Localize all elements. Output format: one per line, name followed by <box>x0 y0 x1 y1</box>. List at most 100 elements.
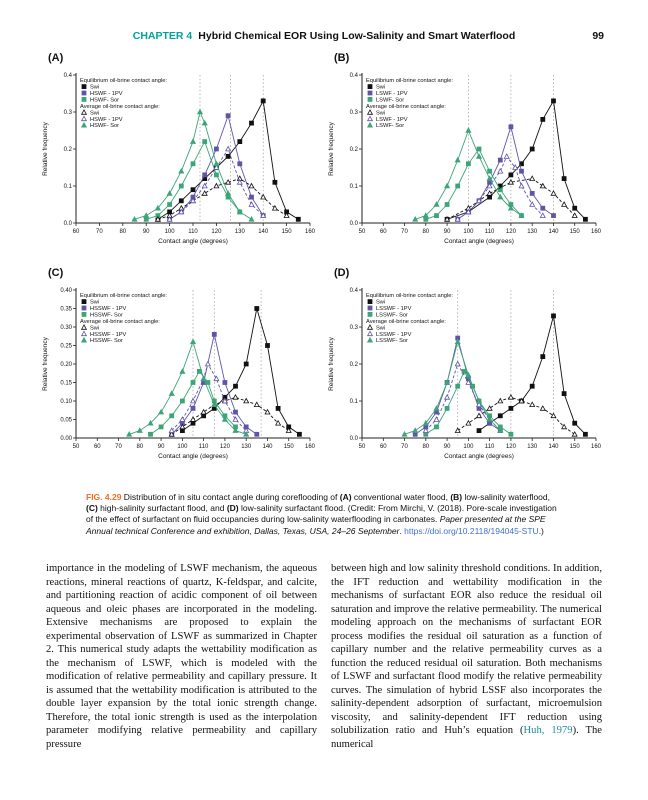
svg-text:Relative frequency: Relative frequency <box>42 336 49 391</box>
text-segment: (C) <box>86 503 98 514</box>
svg-text:Swi: Swi <box>376 85 385 91</box>
svg-text:90: 90 <box>444 444 451 450</box>
reference-lines <box>192 290 262 438</box>
axes: 50 60 70 80 90 100 110 120 130 140 150 160 0.00 0.05 0… <box>42 288 316 460</box>
svg-text:LSSWF- Sor: LSSWF- Sor <box>376 338 408 344</box>
svg-text:80: 80 <box>422 229 429 235</box>
axes: 50 60 70 80 90 100 110 120 130 140 150 160 0.0 0.1 0.2… <box>328 73 602 245</box>
page-number: 99 <box>592 30 604 42</box>
svg-text:Contact angle (degrees): Contact angle (degrees) <box>444 238 514 245</box>
panel-label-b: (B) <box>334 52 350 64</box>
svg-text:0.20: 0.20 <box>60 362 72 368</box>
svg-text:Equilibrium oil-brine contact: Equilibrium oil-brine contact angle: <box>366 293 453 299</box>
chapter-title: Hybrid Chemical EOR Using Low-Salinity a… <box>198 30 516 42</box>
svg-text:150: 150 <box>570 444 581 450</box>
text-segment: conventional water flood, <box>351 492 451 502</box>
svg-text:120: 120 <box>211 229 222 235</box>
svg-text:80: 80 <box>136 444 143 450</box>
svg-text:0.0: 0.0 <box>350 436 359 442</box>
legend: Equilibrium oil-brine contact angle:SwiH… <box>80 293 167 344</box>
svg-text:0.25: 0.25 <box>60 344 72 350</box>
svg-text:140: 140 <box>548 444 559 450</box>
text-segment: FIG. 4.29 <box>86 492 122 502</box>
svg-text:0.2: 0.2 <box>350 362 359 368</box>
svg-text:160: 160 <box>591 229 602 235</box>
page-header: CHAPTER 4 Hybrid Chemical EOR Using Low-S… <box>44 30 604 42</box>
chart-b: 50 60 70 80 90 100 110 120 130 140 150 160 0.0 0.1 0.2… <box>324 65 606 265</box>
text-segment: (D) <box>226 503 239 514</box>
svg-text:120: 120 <box>506 229 517 235</box>
chart-panel-a: (A) 60 70 80 90 100 110 120 130 140 150 160 0.0 0.1 0… <box>38 52 324 265</box>
svg-text:100: 100 <box>463 444 474 450</box>
svg-text:50: 50 <box>73 444 80 450</box>
svg-text:110: 110 <box>188 229 198 235</box>
svg-text:Swi: Swi <box>376 300 385 306</box>
text-column-left: importance in the modeling of LSWF mecha… <box>46 562 317 751</box>
svg-text:Average oil-brine contact angl: Average oil-brine contact angle: <box>80 104 160 110</box>
svg-text:HSSWF- Sor: HSSWF- Sor <box>90 338 123 344</box>
chart-svg-A: 60 70 80 90 100 110 120 130 140 150 160 0.0 0.1 0.2 0.… <box>42 73 316 245</box>
svg-text:150: 150 <box>282 229 293 235</box>
text-segment: (A) <box>339 492 352 502</box>
svg-text:60: 60 <box>73 229 80 235</box>
svg-text:0.15: 0.15 <box>60 381 72 387</box>
svg-text:50: 50 <box>359 229 366 235</box>
svg-text:0.0: 0.0 <box>350 221 359 227</box>
svg-text:140: 140 <box>258 229 269 235</box>
svg-text:90: 90 <box>444 229 451 235</box>
svg-text:HSSWF - 1PV: HSSWF - 1PV <box>90 332 127 338</box>
svg-text:120: 120 <box>506 444 517 450</box>
svg-text:0.4: 0.4 <box>350 288 359 294</box>
text-segment: Distribution of in situ contact angle du… <box>121 492 340 502</box>
svg-text:0.40: 0.40 <box>60 288 72 294</box>
svg-text:60: 60 <box>380 229 387 235</box>
svg-text:120: 120 <box>220 444 231 450</box>
svg-text:Equilibrium oil-brine contact: Equilibrium oil-brine contact angle: <box>80 78 167 84</box>
chart-d: 50 60 70 80 90 100 110 120 130 140 150 160 0.0 0.1 0.2… <box>324 280 606 480</box>
svg-text:Contact angle (degrees): Contact angle (degrees) <box>158 238 228 245</box>
caption-doi-link[interactable]: https://doi.org/10.2118/194045-STU <box>404 525 539 536</box>
text-segment: . <box>399 525 405 536</box>
svg-text:LSWF- Sor: LSWF- Sor <box>376 97 404 103</box>
chart-panel-c: (C) 50 60 70 80 90 100 110 120 130 140 150 160 0.00 0… <box>38 267 324 480</box>
svg-text:LSSWF - 1PV: LSSWF - 1PV <box>376 306 412 312</box>
svg-text:160: 160 <box>591 444 602 450</box>
text-segment: low-salinity waterflood, <box>462 492 550 502</box>
svg-text:Swi: Swi <box>376 325 385 331</box>
svg-text:0.2: 0.2 <box>350 147 359 153</box>
reference-lines <box>468 75 554 223</box>
text-segment: ). The numerical <box>331 725 602 750</box>
text-segment: (B) <box>450 492 463 502</box>
svg-text:Swi: Swi <box>90 325 99 331</box>
citation-link[interactable]: Huh, 1979 <box>523 725 573 736</box>
svg-text:0.0: 0.0 <box>64 221 73 227</box>
chart-a: 60 70 80 90 100 110 120 130 140 150 160 0.0 0.1 0.2 0.… <box>38 65 320 265</box>
svg-text:80: 80 <box>119 229 126 235</box>
chart-panel-d: (D) 50 60 70 80 90 100 110 120 130 140 150 160 0.0 0.… <box>324 267 610 480</box>
text-segment: high-salinity surfactant flood, and <box>97 503 227 514</box>
svg-text:90: 90 <box>158 444 165 450</box>
svg-text:0.3: 0.3 <box>350 110 359 116</box>
svg-text:130: 130 <box>235 229 246 235</box>
chart-panel-b: (B) 50 60 70 80 90 100 110 120 130 140 150 160 0.0 0.… <box>324 52 610 265</box>
chart-svg-D: 50 60 70 80 90 100 110 120 130 140 150 160 0.0 0.1 0.2… <box>328 288 602 460</box>
svg-text:0.35: 0.35 <box>60 307 72 313</box>
svg-text:0.1: 0.1 <box>350 184 359 190</box>
svg-text:70: 70 <box>96 229 103 235</box>
svg-text:0.4: 0.4 <box>64 73 73 79</box>
svg-text:Equilibrium oil-brine contact: Equilibrium oil-brine contact angle: <box>80 293 167 299</box>
legend: Equilibrium oil-brine contact angle:SwiH… <box>80 78 167 129</box>
svg-text:Contact angle (degrees): Contact angle (degrees) <box>158 453 228 460</box>
svg-text:80: 80 <box>422 444 429 450</box>
text-segment: importance in the modeling of LSWF mecha… <box>46 563 317 750</box>
series-lines <box>401 313 588 437</box>
axes: 60 70 80 90 100 110 120 130 140 150 160 0.0 0.1 0.2 0.… <box>42 73 316 245</box>
svg-text:130: 130 <box>527 444 538 450</box>
series-lines <box>126 306 302 437</box>
axes: 50 60 70 80 90 100 110 120 130 140 150 160 0.0 0.1 0.2… <box>328 288 602 460</box>
svg-text:0.4: 0.4 <box>350 73 359 79</box>
svg-text:Relative frequency: Relative frequency <box>42 121 49 176</box>
svg-text:HSWF- Sor: HSWF- Sor <box>90 97 119 103</box>
svg-text:70: 70 <box>401 229 408 235</box>
